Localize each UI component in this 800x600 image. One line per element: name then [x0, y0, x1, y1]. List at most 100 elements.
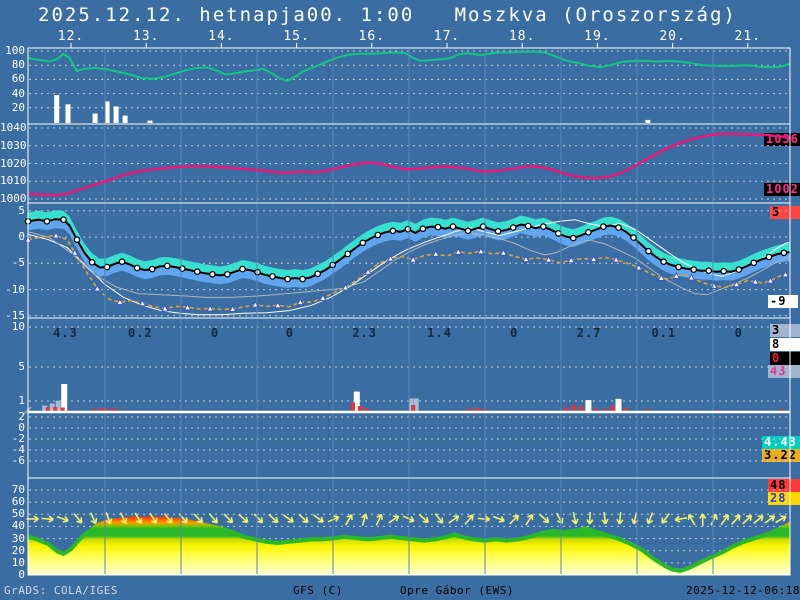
daily-precip-total: 0.1	[651, 326, 677, 340]
precip-bar-model	[571, 405, 576, 411]
temperature-marker	[164, 262, 171, 270]
daily-precip-total: 0.2	[127, 326, 153, 340]
precip-bar-ensemble	[413, 398, 419, 411]
wind-direction-arrow	[434, 512, 444, 524]
daily-precip-total: 0	[210, 326, 220, 340]
y-axis-label: 20	[11, 101, 25, 114]
y-axis-label: 0	[18, 568, 25, 581]
wind-direction-arrow	[402, 515, 415, 523]
precip-bar-model	[610, 406, 615, 411]
temperature-marker	[88, 258, 96, 266]
y-axis-label: -15	[5, 309, 25, 322]
wind-direction-arrow	[753, 514, 764, 525]
daily-precip-total: 0	[285, 326, 294, 340]
precip-bar-model	[351, 402, 355, 411]
y-axis-label: 20	[11, 544, 25, 557]
y-axis-label: 10	[11, 556, 25, 569]
temp-band-lower	[28, 219, 790, 288]
precip-bar-model	[357, 406, 362, 411]
y-axis-label: -2	[11, 432, 25, 445]
wind-direction-arrow	[731, 514, 741, 525]
dewpoint-marker	[710, 281, 718, 289]
wind-direction-arrow	[345, 513, 353, 526]
temperature-marker	[133, 264, 141, 272]
temperature_2m_and_dewpoint-right-label-0: 5	[770, 206, 800, 219]
dewpoint-marker	[657, 273, 666, 281]
temperature-marker	[615, 224, 622, 231]
y-axis-label: 2	[18, 410, 25, 423]
date-label: 14.	[208, 29, 235, 44]
dewpoint-marker	[589, 255, 598, 263]
wind-direction-arrow	[193, 513, 204, 524]
wind_speed_and_direction-right-label-0: 48	[768, 479, 800, 492]
dewpoint-marker	[751, 277, 760, 285]
temperature-marker	[720, 267, 728, 275]
y-axis-label: 30	[11, 532, 25, 545]
precip-bar-model	[99, 408, 104, 411]
daily-precip-total: 0	[734, 326, 743, 340]
precip-bar-ensemble	[49, 403, 55, 411]
wind-direction-arrow	[56, 515, 69, 523]
wind-direction-arrow	[775, 515, 787, 524]
precip-bar-model	[593, 408, 598, 411]
wind-area-green-edge	[596, 527, 779, 573]
wind-direction-arrow	[492, 515, 505, 523]
temperature-marker	[494, 228, 502, 235]
y-axis-label: -10	[5, 283, 25, 296]
wind-direction-arrow	[464, 514, 474, 525]
daily-precip-total: 4.3	[53, 326, 78, 340]
page-title: 2025.12.12. hetnapja00. 1:00 Moszkva (Or…	[38, 4, 737, 26]
temperature-marker	[645, 247, 652, 255]
dewpoint-marker	[687, 273, 696, 281]
precip-bar-model	[563, 407, 568, 411]
footer-timestamp: 2025-12-12-06:18	[686, 584, 800, 597]
wind-direction-arrow	[687, 513, 696, 526]
y-axis-label: 10	[11, 320, 25, 333]
y-axis-label: 1010	[0, 174, 27, 187]
precip-bar-ensemble	[408, 398, 414, 411]
dewpoint-marker	[766, 276, 775, 284]
wind-direction-arrow	[134, 512, 143, 525]
dewpoint-marker	[319, 293, 327, 301]
dewpoint-marker	[476, 247, 485, 255]
wind-direction-arrow	[571, 511, 579, 525]
precip-probability-bar	[65, 104, 71, 124]
precip-probability-bar	[54, 95, 60, 123]
temperature-marker	[103, 263, 111, 271]
precip-probability-bar	[113, 106, 119, 123]
temperature-marker	[569, 234, 577, 242]
dewpoint-marker	[228, 304, 237, 312]
wind-direction-arrow	[89, 512, 98, 525]
temperature-marker	[194, 268, 201, 276]
precip-bar-model	[115, 409, 120, 411]
y-axis-label: 100	[5, 44, 25, 57]
wind-direction-arrow	[119, 512, 128, 525]
wind-direction-arrow	[178, 513, 188, 524]
precip-bar-model	[53, 407, 58, 411]
wind-direction-arrow	[223, 513, 234, 524]
precipitation-panel	[42, 384, 784, 411]
wind-direction-arrow	[418, 513, 429, 524]
dewpoint-marker	[364, 267, 372, 275]
temperature-marker	[43, 218, 51, 225]
footer-grads-credit: GrADS: COLA/IGES	[4, 584, 118, 597]
precip-bar-ensemble	[42, 405, 48, 411]
wind-direction-arrow	[163, 512, 173, 524]
cloud-panel	[27, 50, 791, 124]
temperature-marker	[464, 227, 472, 235]
y-axis-label: 1	[18, 394, 25, 407]
wind-direction-arrow	[555, 512, 564, 525]
temperature-marker	[344, 250, 352, 258]
precip-bar-model	[779, 409, 784, 411]
wind-panel	[26, 511, 790, 575]
wind-direction-arrow	[477, 515, 491, 523]
temperature-marker	[630, 234, 637, 241]
y-axis-label: -6	[11, 454, 25, 467]
precip-bar-mean	[615, 398, 622, 411]
precip-bar-model	[715, 410, 720, 411]
precip-probability-bar	[645, 119, 651, 123]
precip-probability-bar	[147, 120, 153, 123]
temperature-marker	[118, 258, 126, 266]
dewpoint-marker	[93, 284, 102, 292]
